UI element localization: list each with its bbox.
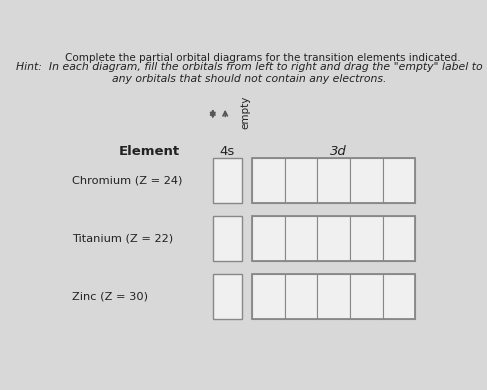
Text: 4s: 4s bbox=[220, 145, 235, 158]
Bar bbox=[252, 216, 285, 261]
Bar bbox=[213, 274, 242, 319]
Bar bbox=[285, 158, 318, 203]
Bar bbox=[318, 274, 350, 319]
Text: empty: empty bbox=[241, 96, 251, 129]
Text: Titanium (Z = 22): Titanium (Z = 22) bbox=[73, 234, 174, 243]
Bar bbox=[318, 216, 350, 261]
Bar bbox=[213, 216, 242, 261]
Bar bbox=[252, 158, 415, 203]
Text: Chromium (Z = 24): Chromium (Z = 24) bbox=[73, 176, 183, 186]
Bar bbox=[350, 274, 382, 319]
Bar bbox=[350, 216, 382, 261]
Text: 3d: 3d bbox=[330, 145, 347, 158]
Bar bbox=[382, 216, 415, 261]
Bar bbox=[252, 158, 285, 203]
Bar bbox=[285, 274, 318, 319]
Bar bbox=[252, 274, 415, 319]
Bar bbox=[350, 158, 382, 203]
Bar bbox=[285, 216, 318, 261]
Text: Complete the partial orbital diagrams for the transition elements indicated.: Complete the partial orbital diagrams fo… bbox=[65, 53, 460, 63]
Bar bbox=[382, 274, 415, 319]
Text: Element: Element bbox=[119, 145, 180, 158]
Text: Hint:  In each diagram, fill the orbitals from left to right and drag the "empty: Hint: In each diagram, fill the orbitals… bbox=[16, 62, 483, 84]
Bar bbox=[252, 216, 415, 261]
Bar bbox=[318, 158, 350, 203]
Bar bbox=[213, 158, 242, 203]
Text: Zinc (Z = 30): Zinc (Z = 30) bbox=[73, 291, 149, 301]
Bar bbox=[252, 274, 285, 319]
Bar bbox=[382, 158, 415, 203]
